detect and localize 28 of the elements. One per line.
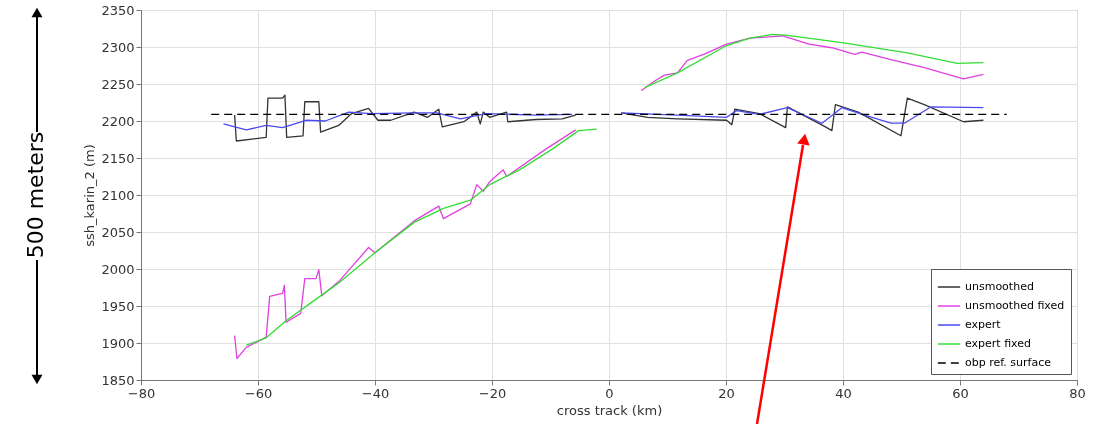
- legend-label: expert fixed: [965, 337, 1032, 350]
- x-tick-label: −20: [478, 385, 507, 401]
- y-tick-label: 2250: [101, 76, 135, 92]
- y-tick-label: 1850: [101, 372, 135, 388]
- y-tick-label: 1950: [101, 298, 135, 314]
- y-tick-label: 2200: [101, 113, 135, 129]
- x-tick-label: 80: [1069, 385, 1086, 401]
- legend-label: unsmoothed: [965, 280, 1034, 293]
- x-tick-label: 60: [952, 385, 969, 401]
- x-tick-label: −60: [244, 385, 273, 401]
- y-tick-label: 2300: [101, 39, 135, 55]
- y-tick-label: 2000: [101, 261, 135, 277]
- x-tick-label: 20: [718, 385, 735, 401]
- y-axis-title: ssh_karin_2 (m): [82, 144, 98, 247]
- x-tick-label: 40: [835, 385, 852, 401]
- legend-label: unsmoothed fixed: [965, 299, 1065, 312]
- y-tick-label: 1900: [101, 335, 135, 351]
- x-tick-label: −40: [361, 385, 390, 401]
- x-tick-label: 0: [605, 385, 614, 401]
- x-tick-label: −80: [127, 385, 156, 401]
- y-tick-label: 2150: [101, 150, 135, 166]
- y-tick-label: 2050: [101, 224, 135, 240]
- y-tick-label: 2100: [101, 187, 135, 203]
- text: 500 meters: [23, 131, 48, 259]
- legend-label: expert: [965, 318, 1002, 331]
- x-axis-title: cross track (km): [556, 402, 663, 418]
- y-tick-label: 2350: [101, 2, 135, 18]
- legend-label: obp ref. surface: [965, 356, 1052, 369]
